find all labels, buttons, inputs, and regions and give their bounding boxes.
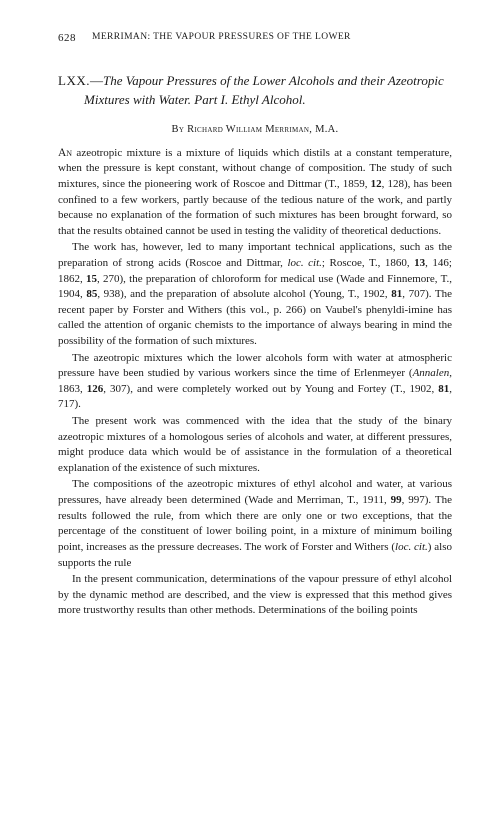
paragraph: An azeotropic mixture is a mixture of li… bbox=[58, 145, 452, 240]
paragraph: In the present communication, determinat… bbox=[58, 572, 452, 619]
page-header: 628 MERRIMAN: THE VAPOUR PRESSURES OF TH… bbox=[58, 32, 452, 44]
running-head: MERRIMAN: THE VAPOUR PRESSURES OF THE LO… bbox=[92, 32, 351, 44]
paragraph: The present work was commenced with the … bbox=[58, 414, 452, 476]
paragraph: The azeotropic mixtures which the lower … bbox=[58, 351, 452, 413]
body-text: An azeotropic mixture is a mixture of li… bbox=[58, 145, 452, 619]
page-number: 628 bbox=[58, 32, 76, 44]
paragraph: The work has, however, led to many impor… bbox=[58, 240, 452, 349]
paragraph: The compositions of the azeotropic mixtu… bbox=[58, 477, 452, 571]
article-title: LXX.—The Vapour Pressures of the Lower A… bbox=[58, 72, 452, 110]
title-dash: — bbox=[90, 73, 103, 88]
title-text: The Vapour Pressures of the Lower Alcoho… bbox=[84, 73, 444, 107]
author-line: By Richard William Merriman, M.A. bbox=[58, 124, 452, 135]
page-container: 628 MERRIMAN: THE VAPOUR PRESSURES OF TH… bbox=[0, 0, 500, 640]
title-number: LXX. bbox=[58, 73, 90, 88]
